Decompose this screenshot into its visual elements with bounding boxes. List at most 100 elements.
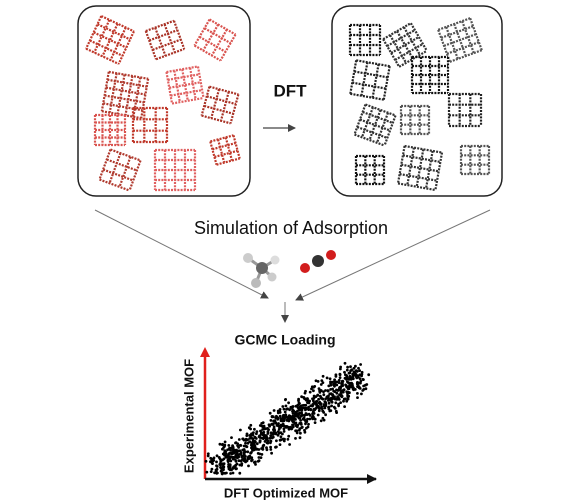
scatter-dot: [291, 425, 295, 429]
strut: [165, 71, 174, 104]
strut: [172, 20, 186, 50]
scatter-dot: [329, 381, 332, 385]
scatter-dot: [316, 380, 320, 383]
scatter-dot: [306, 425, 310, 429]
strut: [354, 133, 385, 147]
scatter-dot: [308, 417, 312, 421]
strut: [203, 27, 232, 45]
method-label: DFT: [273, 81, 307, 100]
scatter-dot: [328, 392, 332, 396]
scatter-dot: [356, 396, 359, 399]
strut: [449, 49, 483, 63]
strut: [116, 74, 126, 115]
scatter-dot: [321, 381, 325, 384]
scatter-dot: [349, 384, 353, 388]
scatter-dot: [300, 409, 304, 412]
scatter-dot: [284, 398, 287, 401]
strut: [163, 23, 176, 53]
plot-title: GCMC Loading: [234, 332, 335, 348]
strut: [107, 78, 147, 88]
scatter-dot: [331, 387, 334, 391]
scatter-dot: [302, 396, 306, 400]
scatter-dot: [348, 377, 352, 381]
scatter-dot: [294, 437, 297, 440]
mof-lattice: [348, 23, 382, 57]
scatter-dot: [262, 435, 266, 439]
strut: [461, 20, 475, 54]
scatter-dot: [286, 407, 289, 411]
scatter-dot: [313, 417, 317, 421]
strut: [99, 178, 130, 192]
scatter-dot: [231, 471, 235, 475]
strut: [214, 149, 238, 159]
scatter-dot: [231, 445, 235, 449]
scatter-dot: [297, 399, 300, 402]
scatter-dot: [247, 464, 250, 468]
mof-lattice: [93, 113, 127, 147]
strut: [148, 29, 178, 42]
scatter-dot: [242, 459, 246, 463]
strut: [93, 19, 111, 53]
scatter-dot: [326, 389, 330, 392]
scatter-dot: [215, 454, 219, 458]
scatter-dot: [230, 436, 233, 439]
scatter-dot: [304, 398, 308, 402]
strut: [201, 114, 231, 125]
strut: [100, 71, 110, 112]
scatter-dot: [246, 450, 250, 454]
scatter-dot: [265, 446, 268, 450]
strut: [189, 67, 197, 100]
scatter-dot: [307, 422, 310, 426]
scatter-dot: [301, 417, 305, 421]
scatter-dot: [277, 427, 281, 431]
scatter-dot: [321, 374, 325, 378]
arrow: [94, 209, 269, 299]
scatter-dot: [278, 438, 282, 442]
arrow: [295, 209, 491, 301]
strut: [89, 39, 123, 57]
scatter-dot: [346, 387, 350, 391]
scatter-dot: [283, 437, 286, 441]
scatter-dot: [251, 448, 254, 452]
scatter-dot: [322, 411, 326, 414]
scatter-dot: [260, 453, 264, 456]
scatter-dot: [299, 419, 302, 422]
scatter-dot: [280, 418, 284, 422]
scatter-dot: [317, 397, 320, 401]
scatter-dot: [223, 440, 227, 444]
scatter-dot: [357, 385, 360, 388]
scatter-dot: [295, 431, 299, 435]
scatter-dot: [246, 441, 250, 445]
scatter-dot: [282, 407, 286, 411]
scatter-dot: [319, 419, 323, 423]
scatter-dot: [246, 457, 250, 461]
strut: [445, 26, 459, 60]
scatter-dot: [269, 445, 272, 449]
scatter-dot: [312, 389, 315, 393]
scatter-dot: [322, 390, 325, 394]
strut: [390, 36, 420, 54]
scatter-dot: [316, 413, 320, 417]
scatter-dot: [350, 382, 354, 386]
strut: [359, 118, 391, 132]
mof-lattice: [165, 65, 205, 105]
scatter-dot: [284, 404, 288, 408]
scatter-dot: [278, 408, 282, 411]
scatter-dot: [273, 419, 277, 423]
scatter-dot: [255, 430, 259, 433]
scatter-dot: [325, 376, 329, 380]
optimized-box: [331, 5, 503, 197]
scatter-dot: [270, 436, 274, 440]
strut: [105, 86, 146, 96]
scatter-dot: [221, 447, 224, 451]
scatter-dot: [276, 423, 280, 427]
scatter-dot: [340, 384, 344, 387]
scatter-dot: [354, 364, 357, 368]
scatter-dot: [287, 401, 290, 405]
scatter-dot: [261, 421, 265, 424]
scatter-dot: [249, 427, 253, 431]
scatter-dot: [358, 369, 361, 372]
strut: [198, 35, 227, 53]
scatter-dot: [339, 401, 342, 404]
scatter-dot: [228, 447, 231, 451]
